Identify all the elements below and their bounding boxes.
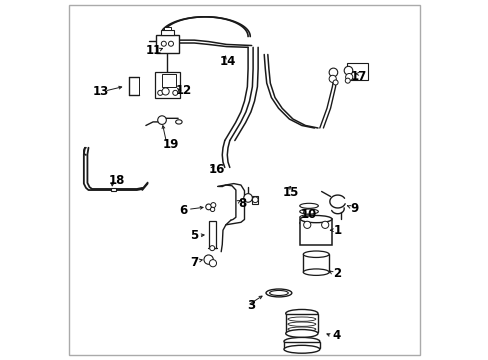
Text: 17: 17 [350,69,366,82]
Bar [111,188,116,191]
Bar [303,254,328,272]
Bar [155,72,179,98]
Text: 6: 6 [179,204,187,217]
Circle shape [321,221,328,228]
Circle shape [158,116,166,125]
Circle shape [203,255,213,264]
Ellipse shape [175,120,182,124]
Ellipse shape [285,310,317,318]
Ellipse shape [299,221,318,226]
Circle shape [205,204,211,210]
Bar [285,315,317,332]
Text: 9: 9 [350,202,358,215]
Text: 18: 18 [109,174,125,186]
Circle shape [162,88,169,95]
Ellipse shape [265,289,291,297]
Text: 10: 10 [300,208,317,221]
Ellipse shape [287,327,315,331]
Text: 4: 4 [331,329,340,342]
Ellipse shape [269,291,287,296]
Circle shape [303,221,310,228]
Ellipse shape [299,209,318,214]
Ellipse shape [303,269,328,275]
Text: 15: 15 [283,186,299,199]
Circle shape [161,41,166,46]
Ellipse shape [287,317,315,321]
Text: 7: 7 [190,256,198,269]
Ellipse shape [299,215,318,220]
Text: 8: 8 [238,197,246,210]
Circle shape [172,90,178,95]
Bar [284,342,319,348]
Circle shape [210,207,214,212]
Ellipse shape [299,203,318,208]
Circle shape [332,80,337,85]
Text: 5: 5 [190,229,198,242]
Circle shape [345,73,352,81]
Circle shape [209,246,214,251]
Bar [208,221,215,248]
Circle shape [168,41,173,46]
Text: 3: 3 [247,299,255,312]
Circle shape [209,260,216,267]
Ellipse shape [303,251,328,257]
Bar [251,196,258,204]
Circle shape [345,78,349,83]
Text: 19: 19 [163,138,179,150]
Text: 13: 13 [92,85,108,98]
Bar [162,75,176,87]
Bar [160,30,174,35]
Circle shape [344,66,352,75]
Ellipse shape [300,216,331,223]
Text: 16: 16 [208,163,224,176]
Bar [164,27,170,30]
Text: 2: 2 [332,267,341,280]
Circle shape [158,90,163,95]
Bar [300,219,331,245]
Circle shape [328,68,337,77]
Text: 1: 1 [333,224,341,237]
Circle shape [244,194,252,202]
Bar [346,63,367,80]
Ellipse shape [287,322,315,326]
Text: 14: 14 [220,55,236,68]
Ellipse shape [284,337,319,345]
Ellipse shape [287,332,315,336]
Text: 12: 12 [175,84,191,97]
Ellipse shape [285,329,317,337]
Ellipse shape [284,345,319,353]
Text: 11: 11 [146,44,162,57]
Bar [156,35,178,53]
Circle shape [328,75,336,82]
Circle shape [210,203,215,208]
Circle shape [252,197,258,203]
